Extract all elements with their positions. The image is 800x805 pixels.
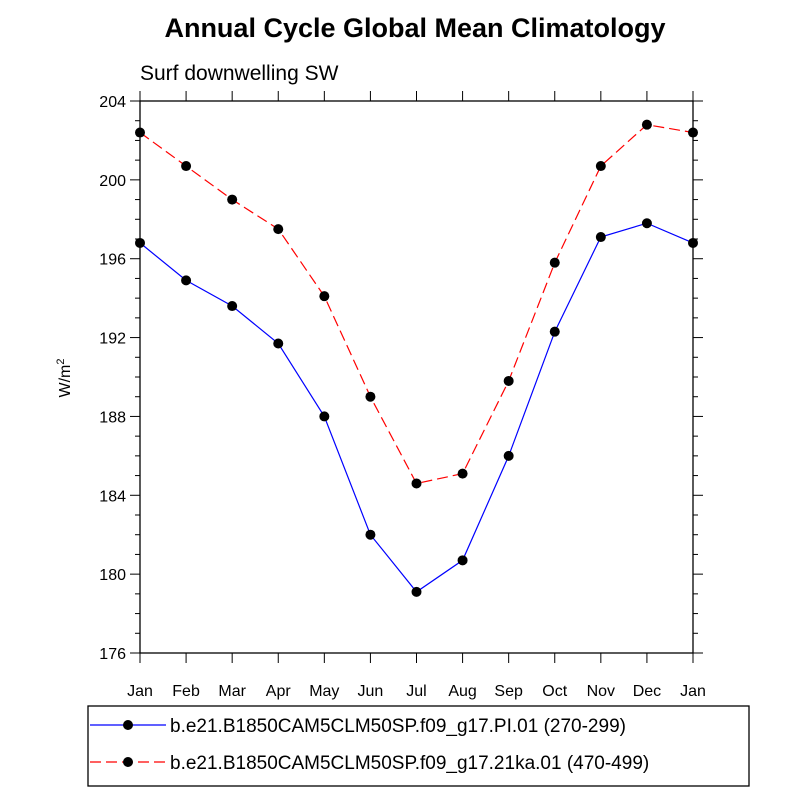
series-0-point — [227, 301, 238, 312]
series-0-point — [503, 450, 514, 461]
chart-subtitle: Surf downwelling SW — [140, 62, 339, 85]
series-0-point — [411, 586, 422, 597]
y-tick-label: 176 — [99, 646, 126, 663]
series-0-point — [181, 275, 192, 286]
y-tick-label: 180 — [99, 567, 126, 584]
x-tick-label: Jan — [127, 683, 153, 700]
legend-label-0: b.e21.B1850CAM5CLM50SP.f09_g17.PI.01 (27… — [170, 716, 626, 737]
x-tick-label: Feb — [172, 683, 200, 700]
series-0-point — [595, 232, 606, 243]
series-1-point — [319, 291, 330, 302]
series-0-point — [273, 338, 284, 349]
x-tick-label: May — [309, 683, 339, 700]
x-tick-label: Dec — [633, 683, 661, 700]
x-tick-label: Oct — [542, 683, 567, 700]
x-tick-label: Aug — [448, 683, 476, 700]
y-axis-label-exponent: 2 — [55, 359, 67, 365]
series-1-point — [688, 127, 698, 138]
x-tick-label: Jan — [680, 683, 706, 700]
legend-marker-1 — [123, 757, 133, 767]
x-tick-label: Apr — [266, 683, 292, 700]
y-tick-label: 204 — [99, 94, 126, 111]
series-0-point — [688, 237, 698, 248]
y-tick-label: 192 — [99, 331, 126, 348]
series-1-point — [549, 257, 560, 268]
series-1-point — [457, 468, 468, 479]
series-line-1 — [139, 124, 694, 485]
series-0-point — [641, 218, 652, 229]
x-tick-label: Nov — [587, 683, 615, 700]
plot-area: 176 180 184 188 192 196 200 204 Jan Feb Mar Apr May J… — [99, 91, 706, 700]
series-1-point — [641, 119, 652, 130]
series-1-point — [365, 391, 376, 402]
series-1-point — [503, 375, 514, 386]
series-0-point — [135, 237, 145, 248]
y-tick-label: 200 — [99, 173, 126, 190]
legend-marker-0 — [123, 720, 133, 730]
x-tick-label: Sep — [494, 683, 523, 700]
y-axis-label: W/m2 — [55, 359, 74, 398]
series-1-point — [595, 161, 606, 172]
y-tick-label: 188 — [99, 409, 126, 426]
chart-title: Annual Cycle Global Mean Climatology — [164, 13, 665, 43]
legend-box — [87, 705, 750, 787]
series-1-point — [135, 127, 145, 138]
y-axis-label-unit: W/m — [57, 365, 74, 398]
y-tick-label: 196 — [99, 252, 126, 269]
series-1-point — [181, 161, 192, 172]
y-tick-label: 184 — [99, 488, 126, 505]
series-1-point — [227, 194, 238, 205]
x-tick-label: Mar — [218, 683, 246, 700]
legend-label-1: b.e21.B1850CAM5CLM50SP.f09_g17.21ka.01 (… — [170, 753, 649, 774]
series-1-point — [273, 224, 284, 235]
plot-frame — [139, 100, 694, 654]
series-0-point — [457, 555, 468, 566]
series-0-point — [549, 326, 560, 337]
legend: b.e21.B1850CAM5CLM50SP.f09_g17.PI.01 (27… — [87, 705, 750, 787]
series-0-point — [365, 529, 376, 540]
series-0-point — [319, 411, 330, 422]
series-line-0 — [139, 222, 694, 593]
series-1-point — [411, 478, 422, 489]
x-tick-label: Jul — [406, 683, 426, 700]
x-tick-label: Jun — [358, 683, 384, 700]
